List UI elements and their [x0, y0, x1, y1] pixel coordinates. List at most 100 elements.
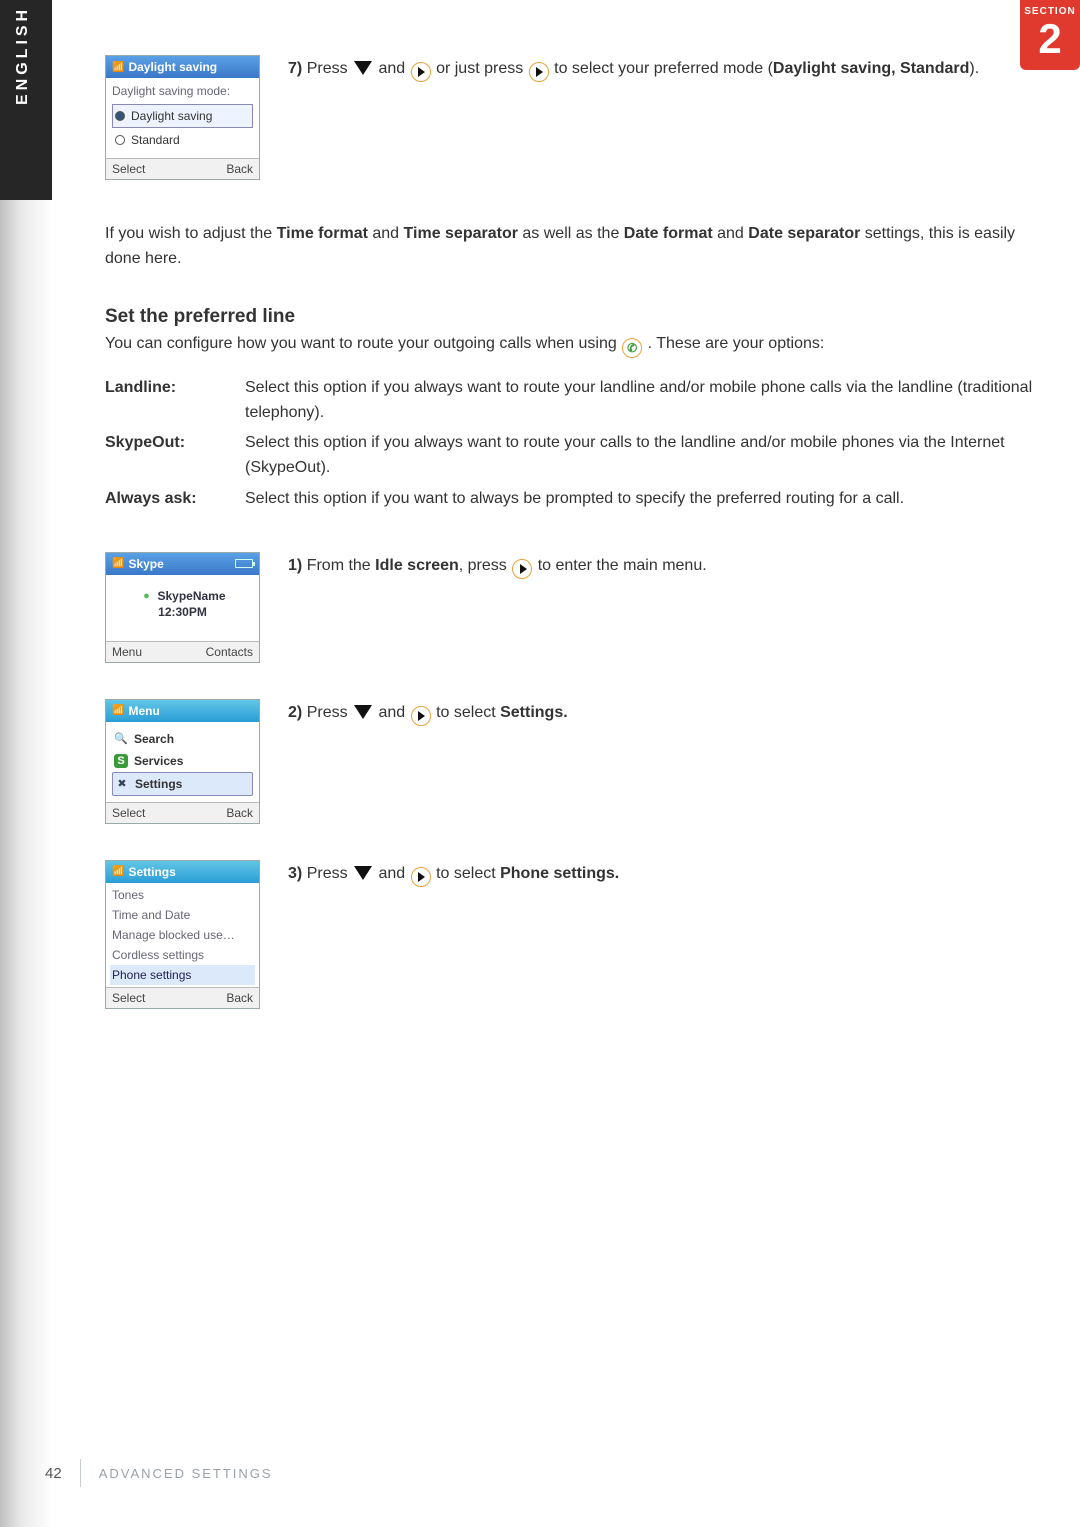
step-number: 3): [288, 865, 302, 882]
paragraph-time-format: If you wish to adjust the Time format an…: [105, 222, 1040, 272]
step-2-text: 2) Press and to select Settings.: [288, 699, 1040, 726]
list-item: Cordless settings: [110, 945, 255, 965]
select-button-icon: [411, 867, 431, 887]
softkey-left: Select: [112, 806, 145, 820]
select-button-icon: [529, 62, 549, 82]
bold-text: Idle screen: [375, 557, 459, 574]
phone-softkeys: Select Back: [106, 158, 259, 179]
phone-softkeys: Select Back: [106, 987, 259, 1008]
menu-item-settings: ✖ Settings: [112, 772, 253, 796]
page-footer: 42 ADVANCED SETTINGS: [45, 1459, 273, 1487]
page-number: 42: [45, 1465, 62, 1482]
softkey-right: Contacts: [206, 645, 253, 659]
menu-label: Services: [134, 754, 183, 768]
text: You can configure how you want to route …: [105, 335, 621, 352]
radio-dot-icon: [115, 135, 125, 145]
search-icon: 🔍: [114, 732, 128, 746]
text: to select your preferred mode (: [554, 60, 773, 77]
text: to select: [436, 865, 500, 882]
select-button-icon: [411, 62, 431, 82]
softkey-right: Back: [226, 991, 253, 1005]
softkey-left: Select: [112, 162, 145, 176]
text: and: [713, 225, 749, 242]
phone-body: Daylight saving mode: Daylight saving St…: [106, 78, 259, 158]
down-arrow-icon: [354, 705, 372, 719]
step-3-row: 📶 Settings Tones Time and Date Manage bl…: [105, 860, 1040, 1015]
phone-titlebar: 📶 Settings: [106, 861, 259, 883]
signal-icon: 📶: [112, 558, 124, 569]
menu-label: Search: [134, 732, 174, 746]
step-number: 7): [288, 60, 302, 77]
softkey-right: Back: [226, 162, 253, 176]
bold-text: Time separator: [404, 225, 518, 242]
phone-titlebar: 📶 Daylight saving: [106, 56, 259, 78]
phone-subtitle: Daylight saving mode:: [112, 84, 253, 98]
text: , press: [459, 557, 511, 574]
battery-icon: [235, 559, 253, 568]
text: or just press: [436, 60, 528, 77]
bold-text: Time format: [277, 225, 368, 242]
phone-daylight-saving: 📶 Daylight saving Daylight saving mode: …: [105, 55, 260, 180]
phone-settings: 📶 Settings Tones Time and Date Manage bl…: [105, 860, 260, 1009]
step-2-row: 📶 Menu 🔍 Search S Services ✖ Settings: [105, 699, 1040, 830]
desc: Select this option if you always want to…: [245, 431, 1040, 481]
select-button-icon: [411, 706, 431, 726]
signal-icon: 📶: [112, 866, 124, 877]
text: to enter the main menu.: [538, 557, 707, 574]
heading-preferred-line: Set the preferred line: [105, 306, 1040, 328]
step-1-row: 📶 Skype ● SkypeName 12:30PM Menu Contact…: [105, 552, 1040, 669]
signal-icon: 📶: [112, 62, 124, 73]
step-number: 1): [288, 557, 302, 574]
call-button-icon: ✆: [622, 338, 642, 358]
def-skypeout: SkypeOut: Select this option if you alwa…: [105, 431, 1040, 481]
heading-subtext: You can configure how you want to route …: [105, 332, 1040, 358]
phone-title: Skype: [128, 557, 163, 571]
clock-time: 12:30PM: [112, 605, 253, 619]
left-spine: [0, 0, 52, 1527]
phone-softkeys: Menu Contacts: [106, 641, 259, 662]
def-landline: Landline: Select this option if you alwa…: [105, 376, 1040, 426]
phone-title: Menu: [128, 704, 159, 718]
list-item-selected: Phone settings: [110, 965, 255, 985]
footer-label: ADVANCED SETTINGS: [99, 1466, 273, 1481]
text: and: [378, 865, 409, 882]
menu-label: Settings: [135, 777, 182, 791]
text: If you wish to adjust the: [105, 225, 277, 242]
radio-dot-selected-icon: [115, 111, 125, 121]
bold-text: Date separator: [748, 225, 860, 242]
softkey-left: Select: [112, 991, 145, 1005]
phone-softkeys: Select Back: [106, 802, 259, 823]
footer-divider: [80, 1459, 81, 1487]
phone-menu: 📶 Menu 🔍 Search S Services ✖ Settings: [105, 699, 260, 824]
text: Press: [307, 865, 352, 882]
radio-label: Daylight saving: [131, 109, 212, 123]
bold-text: Daylight saving, Standard: [773, 60, 969, 77]
phone-body: ● SkypeName 12:30PM: [106, 575, 259, 641]
menu-item-search: 🔍 Search: [112, 728, 253, 750]
term: Always ask:: [105, 487, 225, 512]
content: 📶 Daylight saving Daylight saving mode: …: [105, 55, 1040, 1015]
phone-title: Settings: [128, 865, 175, 879]
down-arrow-icon: [354, 61, 372, 75]
radio-label: Standard: [131, 133, 180, 147]
bold-text: Phone settings.: [500, 865, 619, 882]
text: Press: [307, 60, 352, 77]
menu-item-services: S Services: [112, 750, 253, 772]
list-item: Time and Date: [110, 905, 255, 925]
list-item: Tones: [110, 885, 255, 905]
list-item: Manage blocked use…: [110, 925, 255, 945]
bold-text: Date format: [624, 225, 713, 242]
down-arrow-icon: [354, 866, 372, 880]
step-number: 2): [288, 704, 302, 721]
term: SkypeOut:: [105, 431, 225, 481]
text: and: [378, 704, 409, 721]
language-label: ENGLISH: [14, 6, 32, 105]
select-button-icon: [512, 559, 532, 579]
softkey-left: Menu: [112, 645, 142, 659]
status-online-icon: ●: [139, 589, 153, 603]
text: to select: [436, 704, 500, 721]
step-1-text: 1) From the Idle screen, press to enter …: [288, 552, 1040, 579]
text: and: [368, 225, 404, 242]
text: and: [378, 60, 409, 77]
phone-title: Daylight saving: [128, 60, 217, 74]
